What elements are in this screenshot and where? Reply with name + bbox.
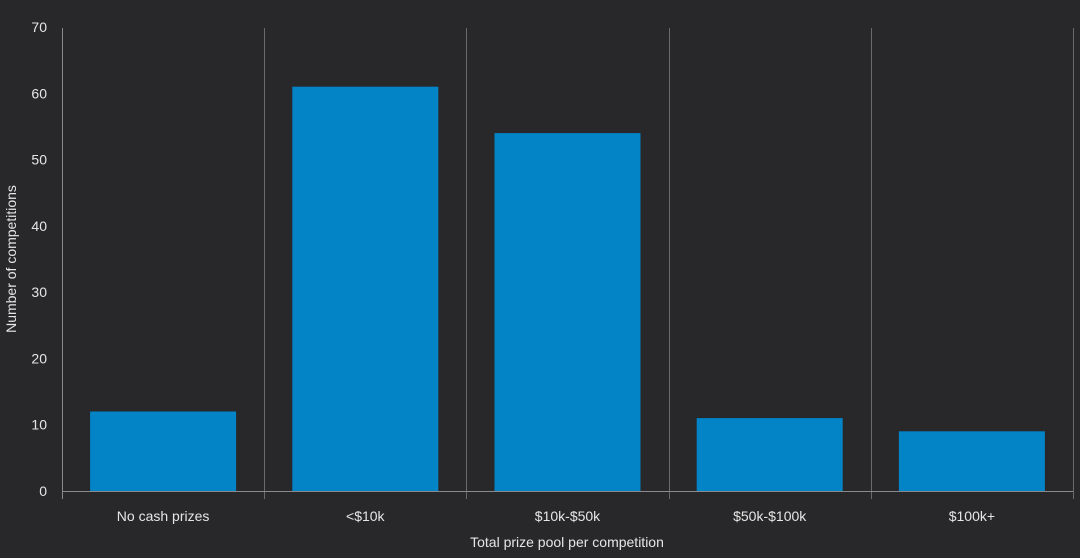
x-tick-label: $100k+	[949, 508, 995, 524]
x-tick-labels: No cash prizes <$10k $10k-$50k $50k-$100k $1…	[117, 508, 995, 524]
grid-lines	[264, 28, 1074, 499]
y-tick-label: 20	[31, 350, 47, 366]
x-axis-title: Total prize pool per competition	[470, 534, 664, 550]
x-tick-label: $10k-$50k	[535, 508, 601, 524]
x-tick-label: <$10k	[346, 508, 386, 524]
y-tick-label: 70	[31, 19, 47, 35]
axes	[62, 28, 1073, 499]
bar-2	[494, 133, 641, 491]
y-tick-label: 50	[31, 152, 47, 168]
bar-3	[696, 418, 843, 491]
y-axis-title: Number of competitions	[3, 185, 19, 333]
bar-1	[292, 86, 439, 491]
y-tick-label: 30	[31, 284, 47, 300]
y-tick-label: 10	[31, 417, 47, 433]
x-tick-label: No cash prizes	[117, 508, 210, 524]
y-tick-label: 0	[39, 483, 47, 499]
y-tick-label: 40	[31, 218, 47, 234]
bar-4	[898, 431, 1045, 491]
x-tick-label: $50k-$100k	[733, 508, 807, 524]
y-tick-label: 60	[31, 85, 47, 101]
bar-0	[90, 411, 237, 491]
bars	[90, 86, 1045, 491]
y-tick-labels: 0 10 20 30 40 50 60 70	[31, 19, 47, 499]
